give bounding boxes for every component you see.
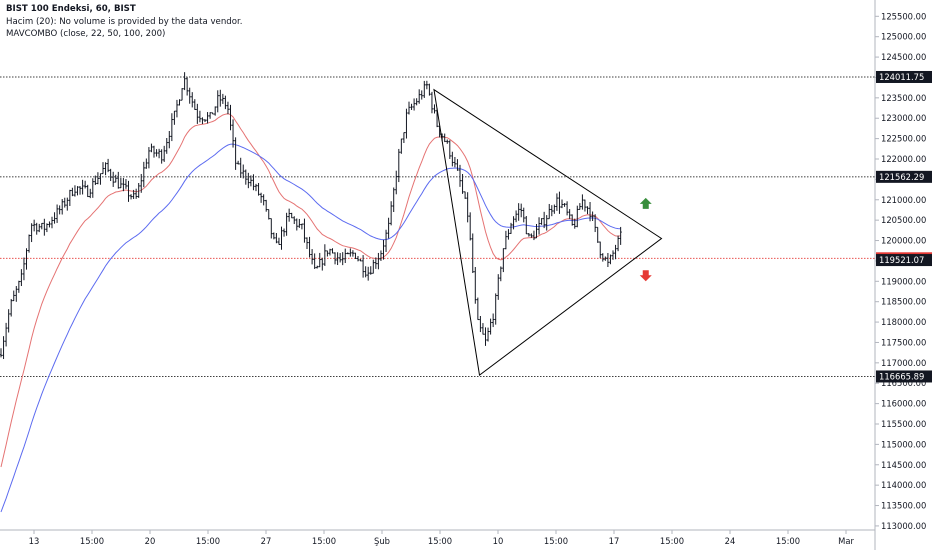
- price-tick-label: 119000.00: [881, 276, 926, 286]
- ma-50-line: [0, 143, 621, 513]
- ma-22-line: [0, 113, 621, 468]
- price-tick-label: 122500.00: [881, 134, 926, 144]
- down-arrow-icon: [639, 270, 652, 282]
- volume-legend[interactable]: Hacim (20): No volume is provided by the…: [6, 16, 243, 27]
- level-label-bg: [876, 254, 932, 267]
- price-tick-label: 120500.00: [881, 215, 926, 225]
- price-tick-label: 125500.00: [881, 11, 926, 21]
- time-tick-label: 24: [725, 536, 736, 546]
- chart-legend: BIST 100 Endeksi, 60, BIST Hacim (20): N…: [6, 3, 242, 41]
- time-tick-label: Şub: [374, 536, 390, 546]
- level-label-bg: [876, 170, 932, 183]
- price-tick-label: 118000.00: [881, 317, 926, 327]
- time-tick-label: 15:00: [80, 536, 104, 546]
- price-bars: [0, 72, 622, 360]
- time-tick-label: 13: [29, 536, 40, 546]
- time-axis[interactable]: 13 15:00 20 15:00 27 15:00 Şub 15:00 10 15:00 17 15…: [0, 529, 875, 546]
- price-tick-label: 117500.00: [881, 337, 926, 347]
- level-label-bg: [876, 70, 932, 83]
- level-labels: 124011.75121562.29119564.50119521.071166…: [876, 70, 932, 383]
- price-axis[interactable]: 125500.00125000.00124500.00124000.001235…: [874, 0, 926, 550]
- mavcombo-legend[interactable]: MAVCOMBO (close, 22, 50, 100, 200): [6, 29, 166, 39]
- price-tick-label: 123000.00: [881, 113, 926, 123]
- price-tick-label: 125000.00: [881, 32, 926, 42]
- time-tick-label: 15:00: [660, 536, 684, 546]
- level-label: 119521.07: [879, 255, 924, 265]
- time-tick-label: 15:00: [776, 536, 800, 546]
- time-tick-label: 15:00: [312, 536, 336, 546]
- price-tick-label: 118500.00: [881, 297, 926, 307]
- time-tick-label: 20: [145, 536, 156, 546]
- price-tick-label: 114500.00: [881, 460, 926, 470]
- level-label: 124011.75: [879, 72, 924, 82]
- time-tick-label: 15:00: [428, 536, 452, 546]
- level-label: 121562.29: [879, 172, 924, 182]
- time-tick-label: 17: [609, 536, 620, 546]
- price-tick-label: 115500.00: [881, 419, 926, 429]
- time-tick-label: 15:00: [196, 536, 220, 546]
- price-tick-label: 123500.00: [881, 93, 926, 103]
- price-tick-label: 116500.00: [881, 378, 926, 388]
- level-label: 116665.89: [879, 371, 924, 381]
- price-tick-label: 117000.00: [881, 358, 926, 368]
- triangle-shape: [433, 88, 663, 376]
- price-tick-label: 113500.00: [881, 501, 926, 511]
- level-label-bg: [876, 370, 932, 383]
- symbol-title[interactable]: BIST 100 Endeksi, 60, BIST: [6, 4, 136, 14]
- price-tick-label: 121000.00: [881, 195, 926, 205]
- time-tick-label: Mar: [838, 536, 854, 546]
- price-tick-label: 124500.00: [881, 52, 926, 62]
- time-tick-label: 10: [493, 536, 504, 546]
- price-tick-label: 116000.00: [881, 399, 926, 409]
- price-tick-label: 114000.00: [881, 480, 926, 490]
- moving-averages: [0, 113, 621, 513]
- price-tick-label: 120000.00: [881, 236, 926, 246]
- price-tick-label: 115000.00: [881, 439, 926, 449]
- time-tick-label: 27: [261, 536, 272, 546]
- time-tick-label: 15:00: [544, 536, 568, 546]
- triangle-drawing[interactable]: [433, 88, 663, 376]
- horizontal-levels: [0, 76, 875, 377]
- signal-arrows: [639, 197, 652, 282]
- up-arrow-icon: [639, 197, 652, 209]
- price-tick-label: 113000.00: [881, 521, 926, 531]
- price-tick-label: 122000.00: [881, 154, 926, 164]
